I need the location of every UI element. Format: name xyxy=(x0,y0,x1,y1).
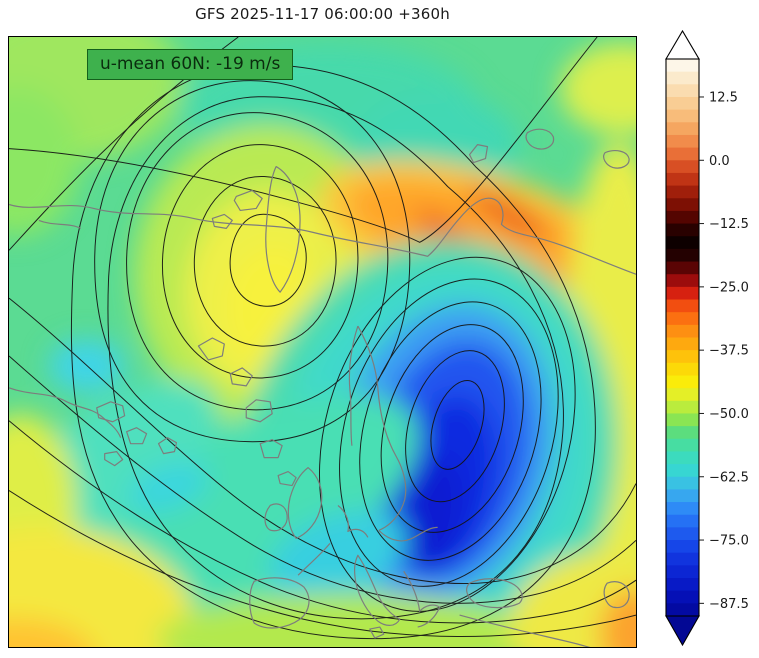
colorbar-tick-label: −50.0 xyxy=(709,407,749,422)
colorbar-tick-label: −37.5 xyxy=(709,344,749,359)
colorbar-tick-label: −62.5 xyxy=(709,470,749,485)
colorbar-tick-label: 12.5 xyxy=(709,90,738,105)
contour-lines xyxy=(9,37,636,640)
colorbar-svg: 12.5 0.0 −12.5 −25.0 −37.5 −50.0 −62.5 −75.0 −87… xyxy=(665,29,749,647)
figure-title: GFS 2025-11-17 06:00:00 +360h xyxy=(195,5,450,23)
map-svg xyxy=(9,37,636,647)
coastlines xyxy=(9,128,636,647)
colorbar-over-arrow xyxy=(665,29,700,60)
colorbar-tick-label: −87.5 xyxy=(709,597,749,612)
temperature-field xyxy=(9,37,636,647)
u-mean-annotation: u-mean 60N: -19 m/s xyxy=(87,49,294,80)
colorbar-tick-label: −75.0 xyxy=(709,534,749,549)
colorbar: 12.5 0.0 −12.5 −25.0 −37.5 −50.0 −62.5 −75.0 −87… xyxy=(660,27,759,655)
map-panel: u-mean 60N: -19 m/s xyxy=(8,36,637,648)
colorbar-tick-label: −25.0 xyxy=(709,280,749,295)
colorbar-under-arrow xyxy=(665,615,700,647)
colorbar-tick-label: 0.0 xyxy=(709,154,730,169)
u-mean-annotation-label: u-mean 60N: -19 m/s xyxy=(100,54,281,74)
colorbar-tick-label: −12.5 xyxy=(709,217,749,232)
